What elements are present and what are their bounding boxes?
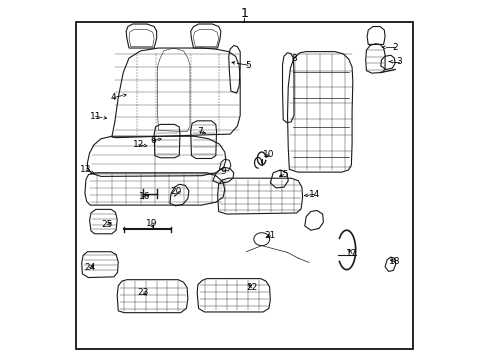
Text: 5: 5 (244, 61, 250, 70)
Text: 21: 21 (264, 231, 275, 240)
Text: 20: 20 (170, 187, 181, 196)
Text: 22: 22 (245, 283, 257, 292)
Text: 25: 25 (102, 220, 113, 229)
Text: 7: 7 (196, 127, 202, 136)
Text: 11: 11 (90, 112, 101, 121)
Text: 10: 10 (263, 150, 274, 159)
Text: 3: 3 (395, 57, 401, 66)
Text: 6: 6 (150, 136, 156, 145)
Text: 24: 24 (84, 264, 95, 273)
Text: 13: 13 (80, 166, 92, 175)
Text: 2: 2 (391, 43, 397, 52)
Text: 4: 4 (111, 93, 116, 102)
Text: 23: 23 (138, 288, 149, 297)
Text: 14: 14 (308, 190, 320, 199)
Text: 16: 16 (139, 192, 150, 201)
Text: 15: 15 (278, 170, 289, 179)
Text: 9: 9 (220, 167, 225, 176)
Text: 18: 18 (388, 257, 400, 266)
Text: 19: 19 (145, 219, 157, 228)
Text: 17: 17 (346, 249, 357, 258)
Text: 12: 12 (133, 140, 144, 149)
Text: 1: 1 (240, 7, 248, 20)
Text: 8: 8 (291, 54, 297, 63)
